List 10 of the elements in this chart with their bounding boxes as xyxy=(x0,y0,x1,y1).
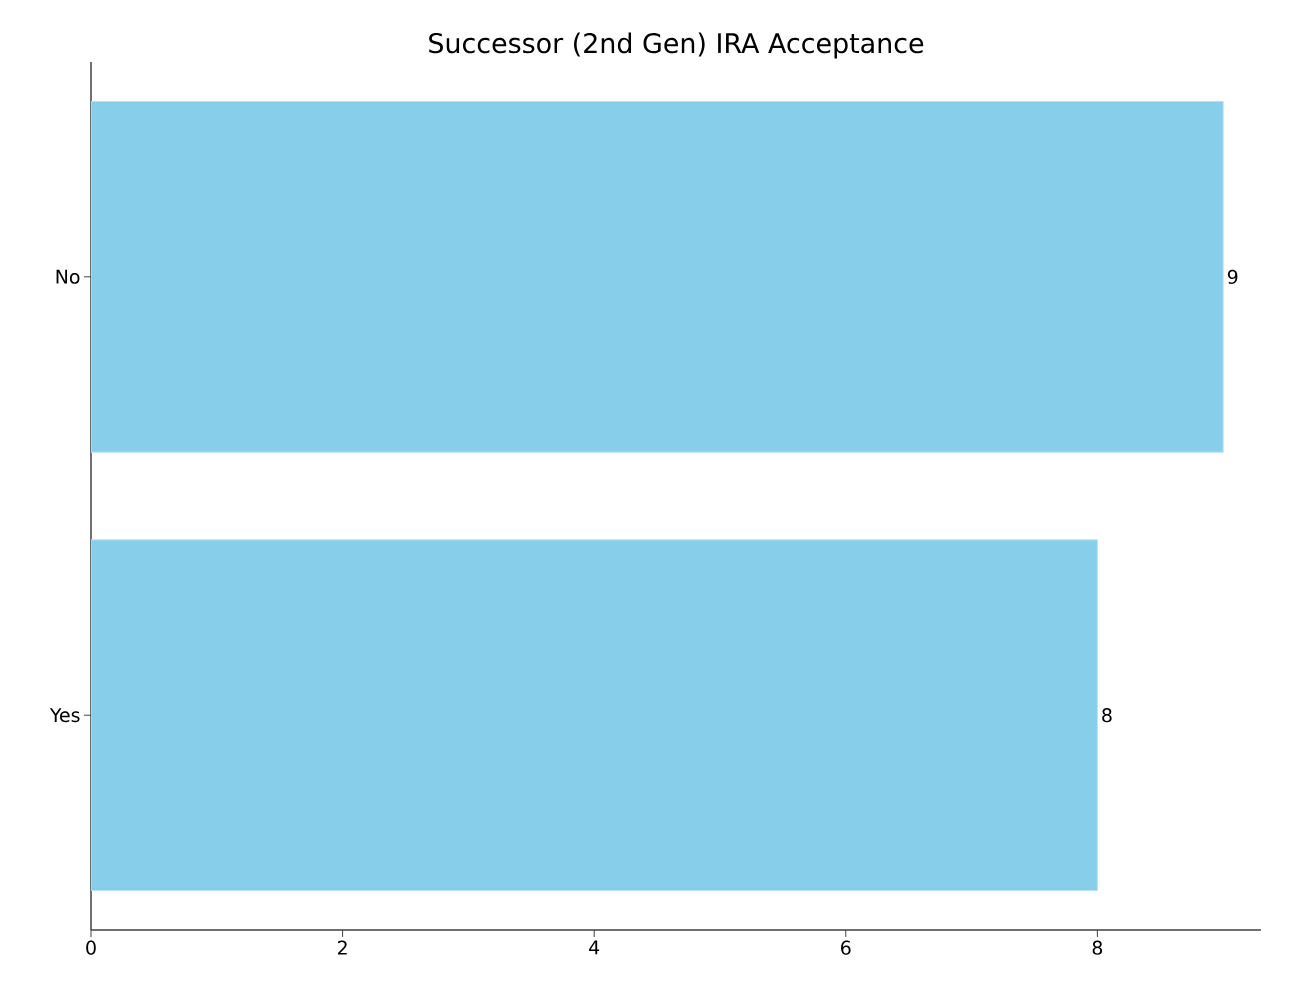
data-label: 8 xyxy=(1102,708,1112,723)
x-tick-label: 2 xyxy=(337,940,347,955)
chart-title: Successor (2nd Gen) IRA Acceptance xyxy=(429,32,924,59)
x-tick-label: 4 xyxy=(589,940,600,955)
x-tick-label: 6 xyxy=(841,940,851,955)
y-tick-label: No xyxy=(56,269,80,284)
x-tick-label: 8 xyxy=(1092,940,1103,955)
data-label: 9 xyxy=(1227,269,1238,284)
x-tick-label: 0 xyxy=(86,940,96,955)
y-tick-label: Yes xyxy=(49,708,80,723)
